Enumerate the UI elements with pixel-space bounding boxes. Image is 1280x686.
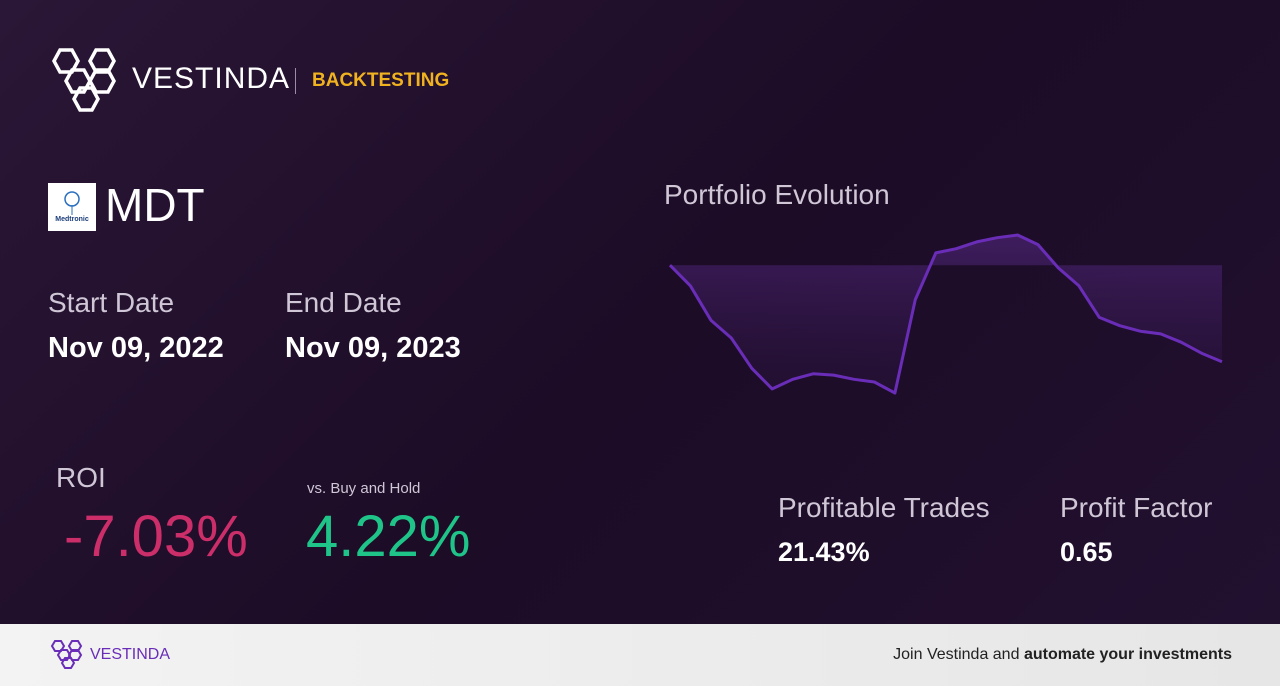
roi-label: ROI bbox=[56, 462, 106, 493]
ticker-logo: Medtronic bbox=[48, 183, 96, 231]
end-label: End Date bbox=[285, 287, 402, 318]
cta-bold: automate your investments bbox=[1023, 646, 1232, 663]
end-date: Nov 09, 2023 bbox=[285, 332, 461, 364]
section-label: BACKTESTING bbox=[312, 70, 450, 91]
ticker-symbol: MDT bbox=[105, 179, 205, 231]
chart-title: Portfolio Evolution bbox=[664, 179, 890, 210]
divider bbox=[295, 68, 296, 94]
brand-name: VESTINDA bbox=[132, 62, 291, 95]
logo-figure bbox=[64, 191, 80, 215]
area bbox=[670, 235, 1222, 393]
chart bbox=[668, 233, 1223, 395]
ticker-logo-text: Medtronic bbox=[55, 216, 89, 223]
line bbox=[668, 233, 1223, 395]
footer-brand: VESTINDA bbox=[90, 646, 171, 663]
footer: VESTINDA Join Vestinda and automate your… bbox=[0, 624, 1280, 686]
factor-label: Profit Factor bbox=[1060, 492, 1213, 523]
brand-logo bbox=[52, 48, 116, 112]
start-label: Start Date bbox=[48, 287, 175, 318]
factor-value: 0.65 bbox=[1060, 537, 1113, 567]
cta-prefix: Join Vestinda and bbox=[893, 646, 1020, 663]
compare-value: 4.22% bbox=[306, 504, 471, 569]
footer-cta: Join Vestinda and automate your investme… bbox=[893, 646, 1232, 664]
footer-logo bbox=[50, 640, 83, 669]
trades-value: 21.43% bbox=[778, 537, 870, 567]
roi-value: -7.03% bbox=[64, 504, 248, 569]
compare-label: vs. Buy and Hold bbox=[307, 480, 421, 497]
start-date: Nov 09, 2022 bbox=[48, 332, 224, 364]
trades-label: Profitable Trades bbox=[778, 492, 990, 523]
